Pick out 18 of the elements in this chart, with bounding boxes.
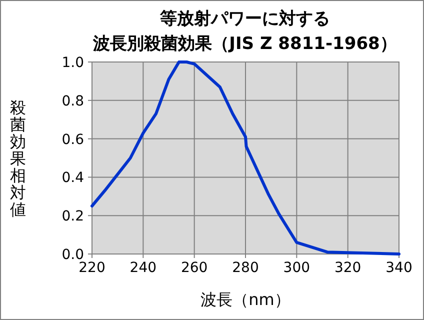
y-tick-label: 1.0 [62, 55, 84, 71]
x-tick-label: 320 [334, 260, 362, 276]
x-tick-label: 220 [78, 260, 106, 276]
y-tick-label: 0.0 [62, 247, 84, 263]
x-tick-label: 240 [130, 260, 157, 276]
x-tick-label: 340 [386, 260, 412, 276]
y-tick-label: 0.8 [62, 93, 84, 110]
y-axis-title: 殺菌効果相対値 [10, 98, 26, 219]
chart-title: 等放射パワーに対する [159, 9, 330, 29]
y-tick-label: 0.2 [62, 208, 84, 225]
x-tick-label: 280 [232, 260, 259, 276]
x-tick-label: 260 [180, 260, 208, 276]
x-tick-label: 300 [283, 260, 310, 276]
y-tick-label: 0.6 [62, 132, 84, 148]
y-tick-label: 0.4 [62, 170, 84, 186]
line-series [90, 60, 400, 256]
chart-subtitle: 波長別殺菌効果（JIS Z 8811-1968） [92, 34, 397, 54]
x-axis-title: 波長（nm） [200, 290, 290, 309]
